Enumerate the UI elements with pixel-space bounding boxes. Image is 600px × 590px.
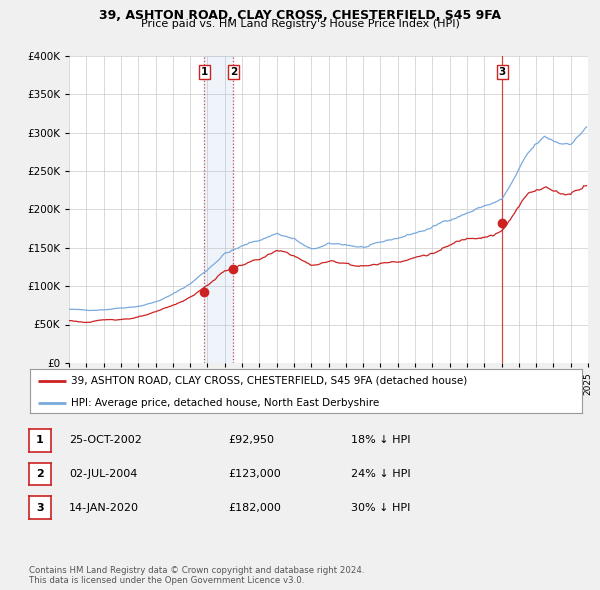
Text: 2: 2: [230, 67, 237, 77]
Text: 02-JUL-2004: 02-JUL-2004: [69, 469, 137, 479]
Text: 14-JAN-2020: 14-JAN-2020: [69, 503, 139, 513]
Text: Price paid vs. HM Land Registry's House Price Index (HPI): Price paid vs. HM Land Registry's House …: [140, 19, 460, 30]
Text: 30% ↓ HPI: 30% ↓ HPI: [351, 503, 410, 513]
Text: £92,950: £92,950: [228, 435, 274, 445]
Text: 39, ASHTON ROAD, CLAY CROSS, CHESTERFIELD, S45 9FA (detached house): 39, ASHTON ROAD, CLAY CROSS, CHESTERFIEL…: [71, 376, 467, 386]
Text: 1: 1: [36, 435, 44, 445]
Text: 24% ↓ HPI: 24% ↓ HPI: [351, 469, 410, 479]
Text: £182,000: £182,000: [228, 503, 281, 513]
Text: 39, ASHTON ROAD, CLAY CROSS, CHESTERFIELD, S45 9FA: 39, ASHTON ROAD, CLAY CROSS, CHESTERFIEL…: [99, 9, 501, 22]
Text: Contains HM Land Registry data © Crown copyright and database right 2024.
This d: Contains HM Land Registry data © Crown c…: [29, 566, 364, 585]
Text: HPI: Average price, detached house, North East Derbyshire: HPI: Average price, detached house, Nort…: [71, 398, 380, 408]
Text: 3: 3: [36, 503, 44, 513]
Text: £123,000: £123,000: [228, 469, 281, 479]
Bar: [204, 56, 233, 363]
Text: 1: 1: [200, 67, 208, 77]
Text: 3: 3: [499, 67, 506, 77]
Text: 25-OCT-2002: 25-OCT-2002: [69, 435, 142, 445]
Text: 18% ↓ HPI: 18% ↓ HPI: [351, 435, 410, 445]
Text: 2: 2: [36, 469, 44, 479]
